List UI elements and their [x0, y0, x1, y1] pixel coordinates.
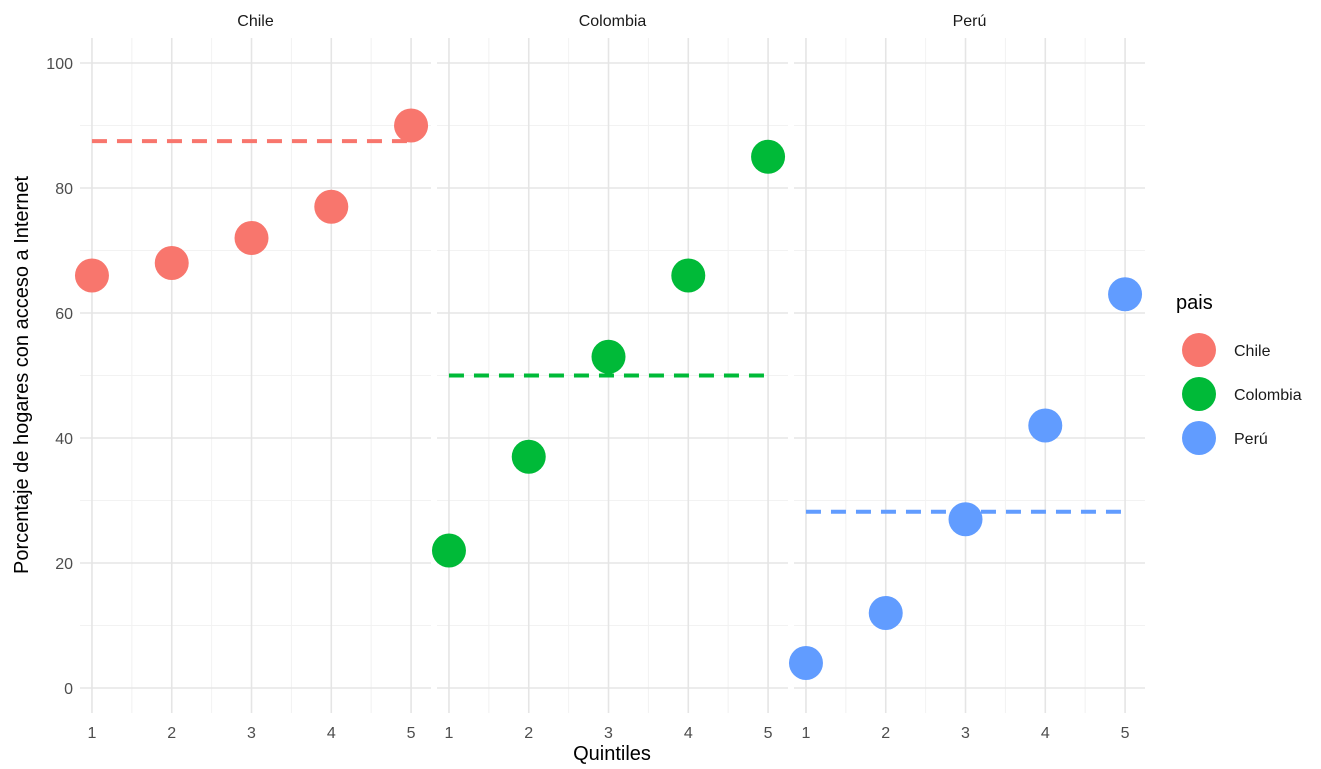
facet-title-per-: Perú	[953, 13, 987, 30]
x-tick-label: 3	[247, 725, 256, 742]
x-tick-label: 4	[1041, 725, 1050, 742]
panel-chile: Chile	[74, 13, 431, 713]
x-tick-label: 3	[604, 725, 613, 742]
y-tick-label: 20	[55, 556, 73, 573]
x-axis-title: Quintiles	[573, 743, 651, 765]
facet-title-colombia: Colombia	[579, 13, 647, 30]
point-chile-q4	[314, 189, 349, 224]
legend: pais Chile Colombia Perú	[1176, 292, 1302, 455]
x-axes: 1 2 3 4 5 1 2 3 4 5 1 2 3 4 5	[88, 725, 1130, 742]
point-chile-q3	[234, 221, 269, 255]
point-chile-q5	[394, 108, 429, 143]
x-tick-label: 2	[524, 725, 533, 742]
x-tick-label: 2	[881, 725, 890, 742]
x-tick-label: 4	[327, 725, 336, 742]
panel-per-: Perú	[788, 13, 1145, 713]
y-tick-label: 60	[55, 306, 73, 323]
y-tick-label: 0	[64, 681, 73, 698]
legend-key-colombia	[1182, 377, 1216, 411]
legend-title: pais	[1176, 292, 1213, 314]
panel-colombia: Colombia	[431, 13, 788, 713]
point-per--q2	[868, 596, 903, 630]
point-colombia-q5	[751, 139, 786, 174]
x-tick-label: 2	[167, 725, 176, 742]
point-per--q4	[1028, 408, 1063, 443]
y-axis-title: Porcentaje de hogares con acceso a Inter…	[11, 176, 33, 574]
point-colombia-q3	[591, 339, 626, 374]
legend-label-chile: Chile	[1234, 343, 1271, 360]
point-colombia-q4	[671, 258, 706, 293]
legend-key-per-	[1182, 421, 1216, 455]
x-tick-label: 3	[961, 725, 970, 742]
legend-key-chile	[1182, 333, 1216, 367]
y-tick-label: 80	[55, 181, 73, 198]
legend-label-colombia: Colombia	[1234, 387, 1302, 404]
y-tick-label: 100	[46, 56, 73, 73]
point-per--q5	[1108, 277, 1143, 312]
x-tick-label: 5	[764, 725, 773, 742]
x-tick-label: 5	[1121, 725, 1130, 742]
x-tick-label: 1	[802, 725, 811, 742]
point-per--q3	[948, 502, 983, 537]
x-tick-label: 5	[407, 725, 416, 742]
x-tick-label: 1	[445, 725, 454, 742]
panels: Chile Colombia Perú	[74, 13, 1145, 713]
x-tick-label: 1	[88, 725, 97, 742]
legend-label-per-: Perú	[1234, 431, 1268, 448]
point-colombia-q1	[431, 533, 466, 568]
y-axis: 0 20 40 60 80 100	[46, 56, 73, 698]
x-tick-label: 4	[684, 725, 693, 742]
point-per--q1	[788, 646, 823, 680]
point-colombia-q2	[511, 439, 546, 474]
y-tick-label: 40	[55, 431, 73, 448]
facet-title-chile: Chile	[237, 13, 274, 30]
point-chile-q1	[74, 258, 109, 293]
point-chile-q2	[154, 246, 189, 280]
